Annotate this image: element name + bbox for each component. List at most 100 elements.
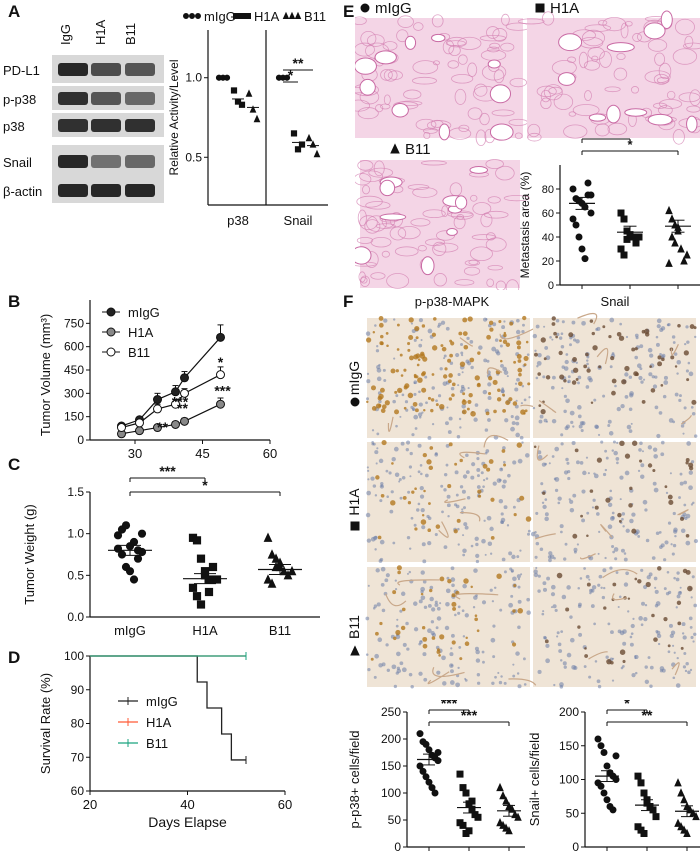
nucleus xyxy=(370,476,375,481)
alveolus xyxy=(517,18,545,25)
stained-cell xyxy=(524,409,528,413)
stained-cell xyxy=(464,641,470,646)
blot-row-label-4: β-actin xyxy=(3,184,42,199)
nucleus xyxy=(644,665,648,669)
nucleus xyxy=(516,318,520,323)
nucleus xyxy=(541,462,547,467)
nucleus xyxy=(623,552,627,555)
alveolus xyxy=(486,278,495,288)
stained-cell xyxy=(438,654,441,657)
nucleus xyxy=(446,494,451,499)
stained-cell xyxy=(451,640,456,645)
nucleus xyxy=(560,530,563,534)
nucleus xyxy=(501,484,506,489)
panel-label-c: C xyxy=(8,455,21,474)
nucleus xyxy=(366,466,369,469)
nucleus xyxy=(514,387,519,392)
nucleus xyxy=(655,601,661,606)
stained-cell xyxy=(525,516,532,522)
nucleus xyxy=(453,503,458,507)
stroma-fiber xyxy=(538,400,557,413)
blot-band xyxy=(58,155,88,168)
nucleus xyxy=(419,464,423,467)
stroma-fiber xyxy=(427,671,450,685)
stained-cell xyxy=(448,442,453,447)
nucleus xyxy=(619,322,623,326)
stained-cell xyxy=(649,365,652,368)
blot-band xyxy=(125,184,155,197)
blot-band xyxy=(91,184,121,197)
data-point xyxy=(594,735,602,743)
stained-cell xyxy=(540,337,546,343)
stained-cell xyxy=(511,642,517,647)
nucleus xyxy=(379,499,383,503)
data-point xyxy=(192,536,202,545)
nucleus xyxy=(543,325,546,328)
data-point xyxy=(505,826,513,835)
nucleus xyxy=(561,594,567,600)
nucleus xyxy=(644,508,648,512)
nucleus xyxy=(401,393,405,397)
nucleus xyxy=(666,570,670,574)
stained-cell xyxy=(586,534,589,538)
alveolus xyxy=(386,273,410,289)
nucleus xyxy=(475,553,480,558)
stained-cell xyxy=(409,355,414,361)
nucleus xyxy=(420,472,423,476)
nucleus xyxy=(687,361,691,365)
alveolus xyxy=(472,202,492,215)
nucleus xyxy=(583,665,587,668)
data-point xyxy=(674,778,682,787)
stained-cell xyxy=(629,486,633,491)
nucleus xyxy=(461,404,466,409)
nucleus xyxy=(537,669,542,675)
data-point xyxy=(135,426,144,436)
nucleus xyxy=(619,475,624,480)
nucleus xyxy=(420,595,426,601)
legend-marker xyxy=(245,13,251,19)
alveolus xyxy=(375,104,384,113)
nucleus xyxy=(460,351,464,355)
nucleus xyxy=(515,399,518,402)
nucleus xyxy=(497,671,500,674)
nucleus xyxy=(476,673,481,677)
data-point xyxy=(609,806,617,814)
nucleus xyxy=(647,656,651,660)
nucleus xyxy=(434,602,439,607)
nucleus xyxy=(410,405,414,410)
nucleus xyxy=(560,630,564,633)
nucleus xyxy=(374,324,377,327)
stained-cell xyxy=(499,339,502,343)
y-tick-label: 150 xyxy=(559,739,579,753)
stained-cell xyxy=(637,579,642,584)
stained-cell xyxy=(467,316,473,322)
nucleus xyxy=(450,669,454,674)
nucleus xyxy=(451,583,455,588)
stained-cell xyxy=(462,331,468,336)
nucleus xyxy=(641,450,644,453)
stained-cell xyxy=(462,399,466,402)
nucleus xyxy=(463,522,468,527)
legend-label-migg: mIgG xyxy=(128,305,160,320)
nucleus xyxy=(689,625,693,629)
nucleus xyxy=(512,674,516,678)
data-point xyxy=(117,550,127,559)
nucleus xyxy=(577,381,580,385)
nucleus xyxy=(503,370,509,375)
y-tick-label: 60 xyxy=(71,784,85,798)
nucleus xyxy=(516,672,520,675)
nucleus xyxy=(649,684,653,688)
stained-cell xyxy=(417,358,421,361)
nucleus xyxy=(665,491,669,495)
nucleus xyxy=(511,554,516,560)
data-point xyxy=(416,730,424,738)
stained-cell xyxy=(488,376,493,381)
nucleus xyxy=(662,394,667,399)
nucleus xyxy=(685,369,689,373)
nucleus xyxy=(626,424,632,430)
y-tick-label: 80 xyxy=(71,717,85,731)
nucleus xyxy=(563,557,567,561)
data-point xyxy=(612,752,620,760)
stained-cell xyxy=(461,409,467,415)
